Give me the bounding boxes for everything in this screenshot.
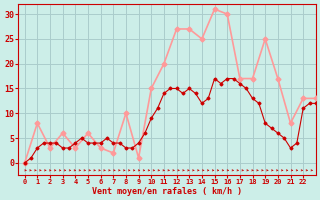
X-axis label: Vent moyen/en rafales ( km/h ): Vent moyen/en rafales ( km/h ) (92, 187, 242, 196)
